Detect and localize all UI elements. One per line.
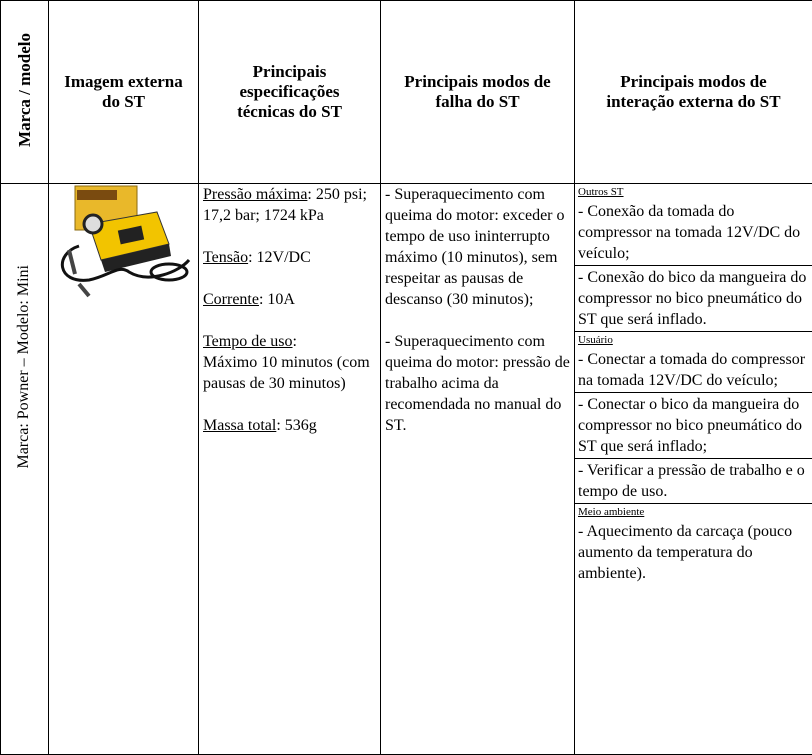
interaction: - Conectar o bico da mangueira do compre… bbox=[575, 392, 812, 458]
header-text: Principais modos de interação externa do… bbox=[606, 72, 781, 111]
header-text: Principais modos de falha do ST bbox=[404, 72, 551, 111]
spec: Corrente: 10A bbox=[199, 289, 380, 310]
spec: Massa total: 536g bbox=[199, 415, 380, 436]
spec: Tempo de uso: Máximo 10 minutos (com pau… bbox=[199, 331, 380, 394]
spec-label: Tempo de uso bbox=[203, 333, 293, 350]
failure: - Superaquecimento com queima do motor: … bbox=[385, 333, 570, 434]
interaction: - Conectar a tomada do compressor na tom… bbox=[578, 351, 806, 389]
interaction-group: Usuário - Conectar a tomada do compresso… bbox=[575, 331, 812, 503]
spec-label: Massa total bbox=[203, 417, 277, 434]
interaction-group: Meio ambiente - Aquecimento da carcaça (… bbox=[575, 503, 812, 585]
interaction-group: Outros ST - Conexão da tomada do compres… bbox=[575, 184, 812, 331]
model-cell: Marca: Powner – Modelo: Mini bbox=[0, 183, 49, 755]
header-cell: Principais especificações técnicas do ST bbox=[198, 0, 381, 184]
spec-value: : 12V/DC bbox=[248, 249, 311, 266]
interaction: - Verificar a pressão de trabalho e o te… bbox=[575, 458, 812, 503]
specs-cell: Pressão máxima: 250 psi; 17,2 bar; 1724 … bbox=[198, 183, 381, 755]
interaction: - Conexão da tomada do compressor na tom… bbox=[578, 203, 801, 262]
spec-label: Tensão bbox=[203, 249, 249, 266]
image-cell bbox=[48, 183, 199, 755]
product-image bbox=[61, 185, 191, 298]
interactions-cell: Outros ST - Conexão da tomada do compres… bbox=[574, 183, 812, 755]
header-cell: Marca / modelo bbox=[0, 0, 49, 184]
interaction: - Conexão do bico da mangueira do compre… bbox=[575, 265, 812, 331]
spec: Tensão: 12V/DC bbox=[199, 247, 380, 268]
spec-label: Pressão máxima bbox=[203, 186, 308, 203]
interaction: - Aquecimento da carcaça (pouco aumento … bbox=[578, 523, 793, 582]
spec-value: : 10A bbox=[258, 291, 295, 308]
group-label: Usuário bbox=[578, 334, 613, 346]
failure: - Superaquecimento com queima do motor: … bbox=[385, 186, 565, 308]
header-cell: Principais modos de falha do ST bbox=[380, 0, 575, 184]
model-text: Marca: Powner – Modelo: Mini bbox=[15, 265, 32, 469]
spec-label: Corrente bbox=[203, 291, 259, 308]
header-row: Marca / modelo Imagem externa do ST Prin… bbox=[0, 0, 812, 184]
spec-value: : 250 psi; 17,2 bar; 1724 kPa bbox=[203, 186, 367, 224]
spec: Pressão máxima: 250 psi; 17,2 bar; 1724 … bbox=[199, 184, 380, 226]
spec-value: : 536g bbox=[276, 417, 317, 434]
header-cell: Principais modos de interação externa do… bbox=[574, 0, 812, 184]
body-row: Marca: Powner – Modelo: Mini Pressão máx… bbox=[0, 183, 812, 755]
header-text: Marca / modelo bbox=[14, 32, 34, 147]
spec-value: : Máximo 10 minutos (com pausas de 30 mi… bbox=[203, 333, 370, 392]
failures-cell: - Superaquecimento com queima do motor: … bbox=[380, 183, 575, 755]
group-label: Meio ambiente bbox=[578, 506, 645, 518]
header-cell: Imagem externa do ST bbox=[48, 0, 199, 184]
header-text: Imagem externa do ST bbox=[64, 72, 183, 111]
group-label: Outros ST bbox=[578, 186, 624, 198]
header-text: Principais especificações técnicas do ST bbox=[237, 62, 342, 121]
